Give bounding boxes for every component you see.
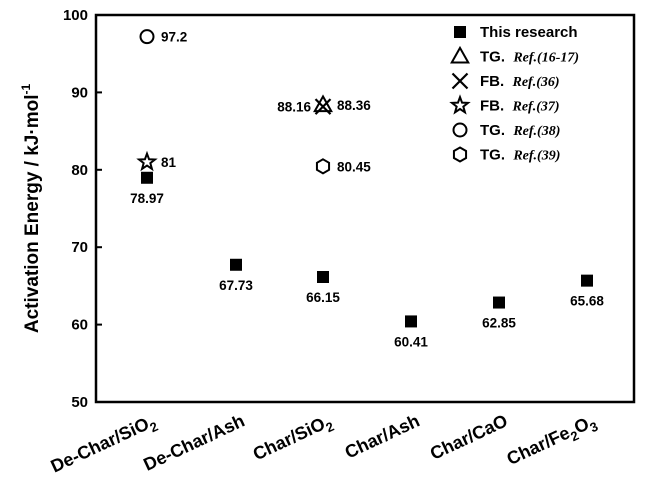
legend: This research TG. Ref.(16-17) FB. Ref.(36)…	[449, 24, 579, 164]
legend-entry-label: TG. Ref.(16-17)	[480, 49, 579, 66]
x-category-label: Char/Fe2O3	[504, 410, 601, 472]
legend-entry-label: FB. Ref.(37)	[480, 98, 560, 115]
square-marker	[405, 315, 417, 328]
y-axis-label-text: Activation Energy / kJ·mol	[22, 95, 43, 334]
square-marker	[317, 270, 329, 283]
category-text: Char/CaO	[427, 410, 511, 463]
square-marker	[493, 296, 505, 309]
legend-reference: Ref.(36)	[512, 75, 560, 90]
category-text: Char/Ash	[342, 410, 423, 462]
legend-method: FB.	[480, 98, 513, 115]
legend-circle-icon	[452, 122, 468, 138]
legend-entry-label: TG. Ref.(38)	[480, 122, 560, 139]
y-axis-label-superscript: -1	[19, 84, 33, 95]
triangle-marker	[313, 94, 333, 113]
category-text: De-Char/SiO	[48, 414, 153, 477]
circle-marker	[139, 29, 155, 45]
y-tick-label: 60	[71, 317, 88, 334]
data-label: 60.41	[394, 334, 428, 349]
legend-reference: Ref.(16-17)	[512, 51, 579, 66]
y-tick-label: 100	[63, 7, 88, 24]
data-label: 80.45	[337, 159, 371, 174]
legend-entry-label: TG. Ref.(39)	[480, 147, 560, 164]
data-label: 65.68	[570, 294, 604, 309]
data-label: 81	[161, 155, 177, 170]
y-tick-label: 50	[71, 394, 88, 411]
square-marker	[581, 274, 593, 287]
legend-entry-label: FB. Ref.(36)	[480, 73, 560, 90]
data-label: 88.36	[337, 98, 371, 113]
legend-entry-label: This research	[480, 24, 578, 41]
x-category-label: Char/CaO	[427, 410, 511, 463]
plot-frame	[94, 13, 636, 404]
legend-reference: Ref.(38)	[512, 124, 560, 139]
legend-star-icon	[449, 94, 471, 115]
category-text: Char/SiO	[250, 414, 328, 465]
x-category-label: De-Char/SiO2	[48, 410, 161, 480]
category-text: De-Char/Ash	[140, 410, 247, 474]
data-label: 97.2	[161, 30, 187, 45]
legend-square-icon	[454, 26, 466, 38]
y-axis-label: Activation Energy / kJ·mol-1	[19, 84, 43, 334]
y-tick-label: 70	[71, 239, 88, 256]
data-label: 62.85	[482, 316, 516, 331]
x-category-label: Char/SiO2	[250, 410, 337, 467]
legend-reference: Ref.(39)	[512, 149, 560, 164]
x-marker	[314, 98, 332, 115]
legend-triangle-icon	[450, 45, 470, 64]
legend-hexagon-icon	[452, 146, 468, 163]
data-points: 78.97 67.73 66.15 60.41 62.85 65.68 88.36 88.16…	[130, 29, 604, 349]
x-category-label: Char/Ash	[342, 410, 423, 462]
hexagon-marker	[315, 158, 331, 175]
legend-x-icon	[451, 72, 469, 90]
square-marker	[141, 171, 153, 184]
y-tick-label: 90	[71, 84, 88, 101]
category-text: Char/Fe	[504, 423, 573, 469]
star-marker	[136, 150, 158, 172]
square-marker	[230, 258, 242, 271]
data-label: 67.73	[219, 278, 253, 293]
x-category-label: De-Char/Ash	[140, 410, 247, 474]
data-label: 78.97	[130, 191, 164, 206]
legend-method: TG.	[480, 49, 513, 66]
data-label: 88.16	[277, 100, 311, 115]
y-axis-label-group: Activation Energy / kJ·mol-1	[19, 84, 43, 334]
legend-reference: Ref.(37)	[512, 100, 560, 115]
data-label: 66.15	[306, 290, 340, 305]
legend-method: TG.	[480, 122, 513, 139]
y-tick-label: 80	[71, 162, 88, 179]
legend-method: TG.	[480, 147, 513, 164]
legend-method: FB.	[480, 73, 513, 90]
